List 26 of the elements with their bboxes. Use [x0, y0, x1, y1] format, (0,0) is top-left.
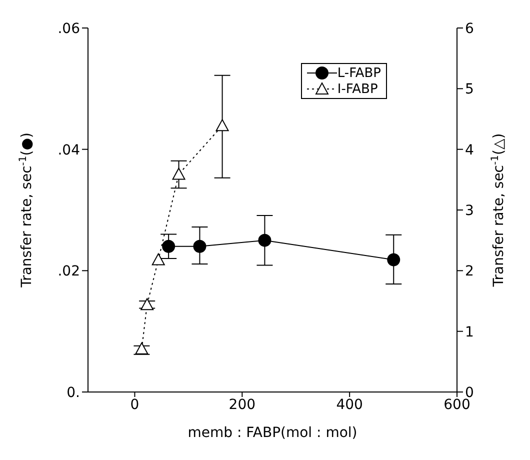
x-axis-title: memb : FABP(mol : mol): [188, 425, 358, 441]
point: [216, 119, 229, 132]
y-tick-label: 0.: [66, 384, 80, 401]
y-tick-label: .06: [58, 20, 80, 37]
point: [135, 342, 148, 354]
y2-tick-label: 4: [465, 142, 474, 158]
y-tick-label: .04: [58, 142, 80, 158]
y2-tick-label: 6: [465, 20, 474, 37]
x-tick-label: 200: [228, 396, 256, 413]
y2-tick-label: 1: [465, 324, 474, 340]
y2-tick-label: 3: [465, 202, 474, 219]
y-tick-label: .02: [58, 264, 80, 280]
point: [152, 253, 165, 266]
point: [387, 253, 400, 266]
point: [162, 240, 176, 253]
point: [140, 298, 154, 310]
x-tick-label: 400: [336, 396, 363, 413]
y2-tick-label: 5: [465, 82, 474, 98]
legend-label: L-FABP: [337, 66, 381, 80]
legend-label: I-FABP: [337, 82, 378, 96]
point: [258, 234, 272, 247]
x-tick-label: 0: [130, 396, 140, 413]
y2-tick-label: 2: [465, 264, 474, 280]
point: [172, 168, 186, 180]
x-tick-label: 600: [444, 396, 470, 413]
point: [193, 240, 206, 253]
